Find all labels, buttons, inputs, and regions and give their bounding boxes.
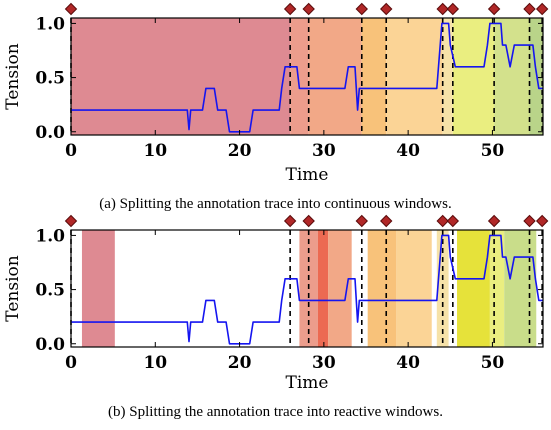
caption-b: (b) Splitting the annotation trace into … <box>108 404 443 420</box>
window-band <box>396 230 432 347</box>
split-marker <box>523 2 536 16</box>
y-tick-label: 0.5 <box>35 69 65 89</box>
x-tick-label: 10 <box>143 353 167 373</box>
splits-layer-b <box>64 214 549 347</box>
window-band <box>71 18 291 135</box>
split-marker <box>380 214 393 228</box>
x-tick-label: 50 <box>481 141 505 161</box>
split-marker <box>487 214 501 228</box>
windows-layer-a <box>71 18 543 135</box>
split-marker <box>302 2 315 16</box>
window-band <box>452 18 495 135</box>
window-band <box>504 230 537 347</box>
split-marker <box>436 2 449 16</box>
split-marker <box>535 2 549 16</box>
window-band <box>290 18 309 135</box>
window-band <box>308 18 362 135</box>
split-marker <box>283 214 297 228</box>
window-band <box>494 18 530 135</box>
split-marker <box>446 214 460 228</box>
x-axis-title-b: Time <box>286 373 329 393</box>
y-tick-label: 1.0 <box>35 14 65 34</box>
split-marker <box>355 2 368 16</box>
windows-layer-b <box>81 230 537 347</box>
split-marker <box>523 214 536 228</box>
x-axis-title-a: Time <box>286 165 329 185</box>
x-tick-label: 40 <box>396 141 420 161</box>
window-band <box>81 230 115 347</box>
chart-a: 0 10 20 30 40 50 0.0 0.5 1.0 Time Tension (a) Sp… <box>3 2 549 212</box>
x-tick-label: 50 <box>481 353 505 373</box>
tension-line <box>71 22 543 133</box>
x-tick-label: 20 <box>228 141 252 161</box>
y-tick-label: 0.5 <box>35 281 65 301</box>
x-tick-label: 30 <box>312 353 336 373</box>
split-marker <box>436 214 449 228</box>
split-marker <box>283 2 297 16</box>
line-layer-a <box>71 22 543 133</box>
y-tick-label: 1.0 <box>35 226 65 246</box>
x-tick-label: 40 <box>396 353 420 373</box>
y-axis-title-a: Tension <box>3 43 23 109</box>
window-band <box>361 18 387 135</box>
split-marker <box>535 214 549 228</box>
window-band <box>367 230 397 347</box>
window-band <box>328 230 352 347</box>
x-tick-label: 0 <box>65 353 77 373</box>
split-marker <box>64 2 78 16</box>
x-tick-label: 20 <box>228 353 252 373</box>
ticks-layer-a: 0 10 20 30 40 50 0.0 0.5 1.0 <box>35 14 543 161</box>
split-marker <box>64 214 78 228</box>
split-marker <box>355 214 368 228</box>
y-tick-label: 0.0 <box>35 335 65 355</box>
window-band <box>317 230 329 347</box>
y-axis-title-b: Tension <box>3 255 23 321</box>
split-marker <box>380 2 393 16</box>
split-marker <box>487 2 501 16</box>
x-tick-label: 10 <box>143 141 167 161</box>
window-band <box>457 230 490 347</box>
x-tick-label: 0 <box>65 141 77 161</box>
split-marker <box>446 2 460 16</box>
x-tick-label: 30 <box>312 141 336 161</box>
chart-b: 0 10 20 30 40 50 0.0 0.5 1.0 Time Tension (b) Sp… <box>3 214 549 420</box>
line-layer-b <box>71 234 543 345</box>
caption-a: (a) Splitting the annotation trace into … <box>99 196 451 212</box>
ticks-layer-b: 0 10 20 30 40 50 0.0 0.5 1.0 <box>35 226 543 373</box>
window-band <box>442 18 453 135</box>
plot-frame-b <box>70 229 544 348</box>
tension-line <box>71 234 543 345</box>
y-tick-label: 0.0 <box>35 123 65 143</box>
split-marker <box>302 214 315 228</box>
window-band <box>386 18 443 135</box>
plot-frame-a <box>70 17 544 136</box>
